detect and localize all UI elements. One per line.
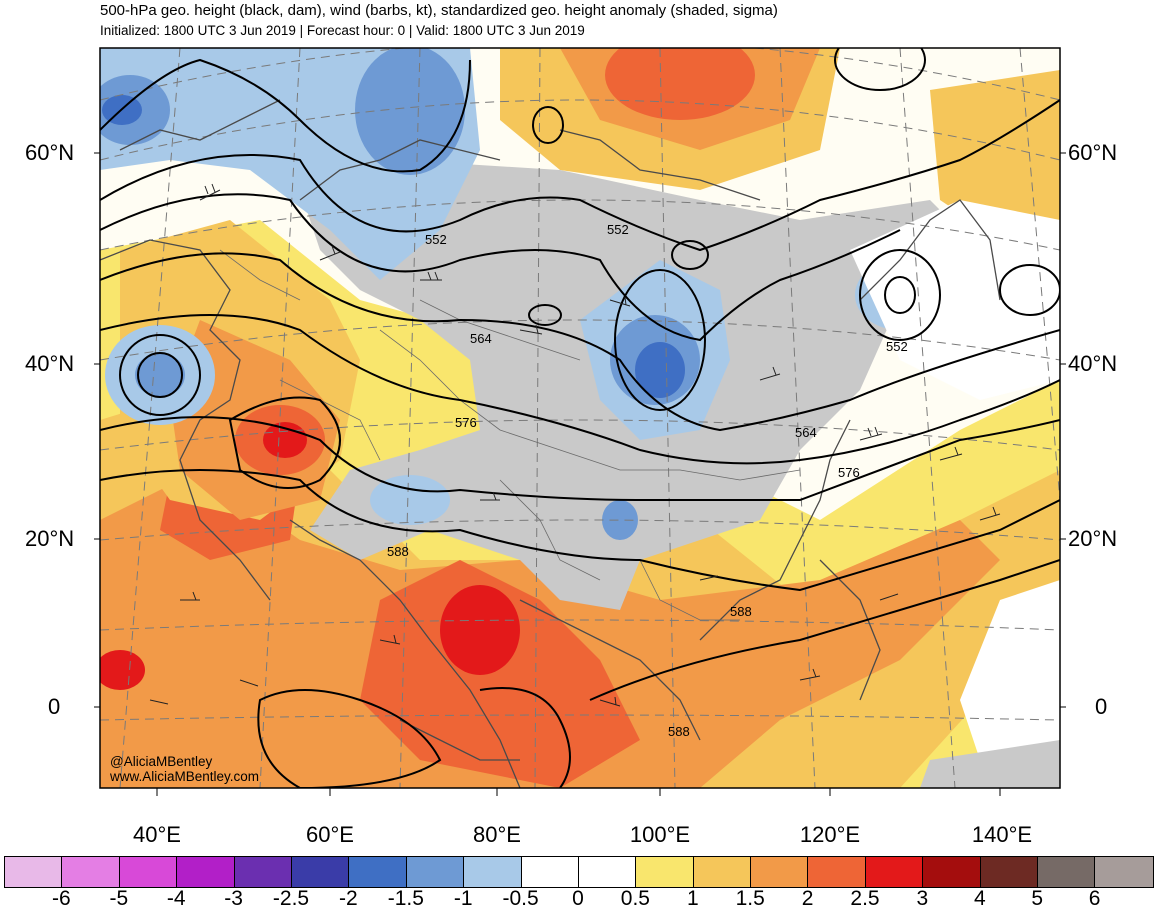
lat-label-left: 20°N (25, 526, 75, 551)
contour-label: 552 (607, 222, 629, 237)
chart-subtitle: Initialized: 1800 UTC 3 Jun 2019 | Forec… (100, 23, 585, 38)
colorbar-label: -3 (224, 887, 243, 910)
anomaly-core-west (100, 650, 145, 690)
lon-label: 100°E (629, 822, 691, 847)
contour-label: 576 (455, 415, 477, 430)
lat-label-right: 0 (1095, 694, 1108, 719)
lat-label-right: 40°N (1068, 351, 1118, 376)
map-canvas: 552 552 552 564 564 576 576 588 588 588 (100, 48, 1060, 788)
colorbar-label: 4 (973, 887, 986, 910)
colorbar-swatch (980, 857, 1039, 887)
lon-label: 60°E (306, 822, 354, 847)
credit-handle: @AliciaMBentley (110, 754, 213, 769)
anomaly-region-tibet-negative (602, 500, 638, 540)
anomaly-core-caspian (135, 353, 185, 397)
colorbar-label: 3 (916, 887, 929, 910)
contour-label: 564 (795, 425, 817, 440)
colorbar-label: 6 (1088, 887, 1101, 910)
colorbar-label: -6 (52, 887, 71, 910)
anomaly-core-india (440, 585, 520, 675)
contour-label: 576 (838, 465, 860, 480)
lon-label: 80°E (473, 822, 521, 847)
colorbar-label: 0.5 (620, 887, 650, 910)
contour-label: 588 (668, 724, 690, 739)
anomaly-region-se-white (960, 580, 1060, 760)
colorbar-swatch (578, 857, 637, 887)
colorbar-label: -4 (166, 887, 186, 910)
colorbar-label: 1 (686, 887, 699, 910)
colorbar-label: 2 (801, 887, 814, 910)
axis-ticks (94, 152, 1066, 796)
anomaly-core-mongolia-inner (635, 342, 685, 398)
colorbar-label: -2.5 (272, 887, 310, 910)
chart-title: 500-hPa geo. height (black, dam), wind (… (100, 2, 778, 19)
anomaly-region-se-grey (920, 740, 1060, 788)
lon-label: 120°E (799, 822, 861, 847)
map-frame (99, 47, 1061, 789)
colorbar-label: -2 (339, 887, 358, 910)
colorbar-swatch (923, 857, 981, 887)
contour-label: 552 (425, 232, 447, 247)
colorbar-swatch (1095, 857, 1153, 887)
anomaly-region-northeast (930, 70, 1060, 240)
colorbar (4, 856, 1154, 888)
contour-label: 588 (387, 544, 409, 559)
colorbar-swatch (521, 857, 579, 887)
colorbar-swatch (234, 857, 292, 887)
country-borders (219, 249, 801, 621)
contour-label: 588 (730, 604, 752, 619)
coastlines (100, 99, 1001, 788)
colorbar-label: 2.5 (850, 887, 880, 910)
lat-label-right: 60°N (1068, 140, 1118, 165)
colorbar-swatch (177, 857, 235, 887)
lon-label: 140°E (971, 822, 1033, 847)
height-contours (100, 48, 1060, 788)
colorbar-swatch (751, 857, 809, 887)
colorbar-label: -1.5 (387, 887, 424, 910)
colorbar-swatch (636, 857, 694, 887)
colorbar-swatch (693, 857, 752, 887)
lat-label-right: 20°N (1068, 526, 1118, 551)
lat-label-left: 40°N (25, 351, 75, 376)
contour-label: 552 (886, 339, 908, 354)
lat-label-left: 60°N (25, 140, 75, 165)
colorbar-label: -5 (109, 887, 129, 910)
colorbar-label: -0.5 (502, 887, 539, 910)
colorbar-label: 5 (1031, 887, 1044, 910)
colorbar-swatch (291, 857, 350, 887)
colorbar-swatch (119, 857, 178, 887)
colorbar-swatch (406, 857, 465, 887)
colorbar-swatch (865, 857, 924, 887)
colorbar-swatch (808, 857, 866, 887)
colorbar-swatch (5, 857, 63, 887)
colorbar-label: -1 (453, 887, 473, 910)
colorbar-swatch (464, 857, 522, 887)
anomaly-region-iran-negative (370, 475, 450, 525)
anomaly-core-europe (355, 48, 465, 175)
colorbar-swatch (349, 857, 407, 887)
wind-barbs (149, 183, 1001, 707)
colorbar-swatch (62, 857, 120, 887)
colorbar-label: 0 (572, 887, 584, 910)
contour-label-group: 552 552 552 564 564 576 576 588 588 588 (387, 222, 908, 739)
contour-label: 564 (470, 331, 492, 346)
credit-site: www.AliciaMBentley.com (110, 769, 260, 784)
anomaly-core-siberia (605, 48, 755, 120)
colorbar-label: 1.5 (735, 887, 765, 910)
anomaly-region-south-red (360, 560, 640, 788)
colorbar-swatch (1038, 857, 1096, 887)
lat-label-left: 0 (48, 694, 61, 719)
lon-label: 40°E (133, 822, 181, 847)
